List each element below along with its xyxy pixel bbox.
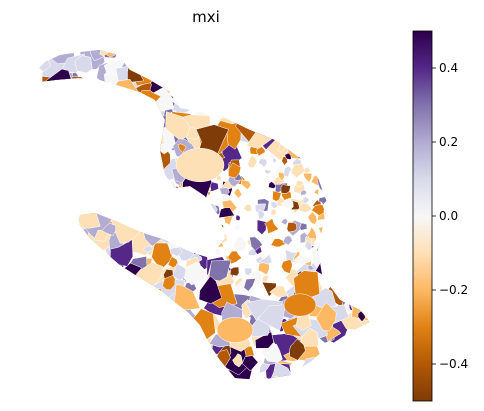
district-polygon	[183, 261, 208, 286]
district-polygon	[228, 162, 242, 179]
district-polygon	[175, 147, 225, 183]
district-polygon	[293, 254, 313, 265]
district-polygon	[286, 222, 298, 233]
district-polygon	[300, 327, 320, 347]
district-polygon	[297, 197, 313, 213]
district-polygon	[264, 168, 272, 175]
district-polygon	[280, 199, 294, 211]
choropleth-map	[30, 50, 370, 380]
district-polygon	[269, 285, 289, 298]
district-polygon	[74, 55, 93, 74]
district-polygon	[218, 207, 235, 219]
district-polygon	[262, 275, 270, 283]
district-polygon	[243, 204, 252, 212]
district-polygon	[177, 143, 187, 153]
district-polygon	[162, 275, 176, 291]
district-polygon	[278, 171, 285, 182]
district-polygon	[284, 152, 292, 160]
district-polygon	[244, 267, 253, 276]
district-polygon	[259, 362, 271, 374]
district-polygon	[315, 302, 337, 332]
colorbar-gradient	[412, 30, 433, 402]
district-polygon	[311, 204, 326, 216]
district-polygon	[99, 50, 112, 57]
district-polygon	[167, 256, 179, 268]
district-polygon	[142, 245, 153, 253]
district-polygon	[216, 317, 254, 343]
district-polygon	[300, 189, 308, 196]
district-polygon	[249, 236, 263, 252]
district-polygon	[247, 154, 258, 169]
district-polygon	[290, 163, 306, 178]
district-polygon	[272, 190, 282, 202]
district-polygon	[280, 184, 291, 194]
district-polygon	[283, 293, 317, 317]
colorbar-tick-label: −0.2	[439, 283, 468, 297]
colorbar-ticks: 0.4 0.2 0.0 −0.2 −0.4	[432, 61, 468, 371]
district-polygon	[304, 240, 313, 251]
colorbar-tick-label: −0.4	[439, 357, 468, 371]
district-polygon	[229, 266, 240, 277]
colorbar-tick-label: 0.2	[439, 135, 458, 149]
district-polygon	[235, 214, 241, 221]
district-polygon	[289, 338, 306, 361]
district-polygon	[169, 247, 183, 257]
district-polygon	[232, 234, 247, 252]
district-polygon	[241, 179, 252, 190]
district-polygon	[172, 284, 201, 310]
district-polygon	[270, 208, 277, 217]
district-polygon	[208, 259, 232, 282]
district-polygon	[243, 278, 256, 292]
district-polygon	[232, 353, 243, 368]
district-polygon	[261, 281, 277, 297]
district-polygon	[101, 223, 116, 236]
district-polygon	[255, 331, 274, 349]
district-polygon	[242, 355, 259, 372]
district-polygon	[272, 157, 277, 164]
district-polygon	[233, 188, 243, 199]
district-polygon	[257, 209, 266, 220]
map-title: mxi	[192, 8, 220, 26]
district-polygon	[280, 217, 289, 226]
district-polygon	[257, 158, 268, 168]
district-polygon	[269, 361, 293, 380]
district-polygon	[299, 222, 308, 231]
district-polygon	[257, 262, 270, 276]
district-polygon	[307, 264, 315, 271]
colorbar-tick-label: 0.0	[439, 209, 458, 223]
district-polygon	[219, 187, 230, 195]
district-polygon	[302, 173, 313, 183]
district-polygon	[312, 188, 320, 196]
district-polygon	[282, 235, 293, 246]
colorbar-tick-label: 0.4	[439, 61, 458, 75]
district-polygon	[281, 259, 293, 274]
district-polygon	[295, 180, 305, 188]
district-polygon	[227, 250, 242, 265]
district-polygon	[295, 313, 312, 331]
district-polygon	[307, 211, 318, 225]
district-polygon	[198, 275, 223, 304]
district-polygon	[234, 223, 241, 232]
district-polygon	[302, 196, 310, 205]
district-polygon	[264, 218, 280, 234]
district-polygon	[270, 201, 279, 210]
